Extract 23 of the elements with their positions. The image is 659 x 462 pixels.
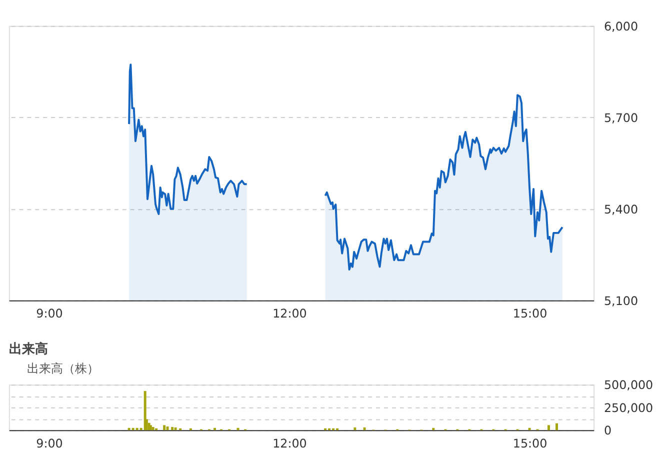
bar (171, 426, 174, 430)
x-tick-label: 9:00 (36, 306, 63, 321)
y-tick-label: 500,000 (604, 378, 654, 392)
y-tick-label: 250,000 (604, 400, 654, 415)
bar (174, 427, 177, 430)
y-tick-label: 6,000 (604, 19, 638, 34)
y-tick-label: 5,400 (604, 202, 638, 216)
y-tick-label: 5,100 (604, 294, 638, 308)
bar (548, 425, 550, 430)
bar (354, 427, 356, 430)
x-tick-label: 15:00 (512, 306, 548, 321)
chart-title: 出来高 (8, 340, 48, 357)
x-tick-label: 12:00 (272, 306, 307, 321)
bar (163, 425, 166, 430)
bar (152, 426, 154, 430)
bar (363, 427, 366, 430)
y-tick-label: 5,700 (604, 110, 638, 125)
y-tick-label: 0 (604, 424, 612, 438)
bar (556, 423, 558, 430)
text: 出来高（株） (26, 362, 99, 376)
x-tick-label: 15:00 (512, 436, 548, 451)
x-tick-label: 12:00 (272, 436, 307, 451)
x-tick-label: 9:00 (36, 436, 63, 451)
